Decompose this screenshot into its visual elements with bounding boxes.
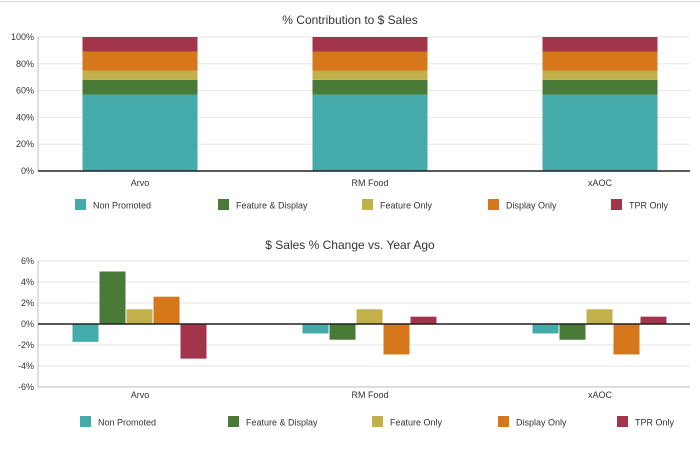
- legend-label: Display Only: [516, 418, 567, 428]
- legend-label: Non Promoted: [93, 201, 151, 211]
- bar: [329, 324, 356, 340]
- y-tick-label: 20%: [16, 139, 34, 149]
- y-tick-label: 60%: [16, 86, 34, 96]
- bar-segment: [542, 70, 658, 80]
- y-tick-label: 80%: [16, 59, 34, 69]
- y-tick-label: 0%: [21, 319, 34, 329]
- y-tick-label: 100%: [11, 32, 34, 42]
- bar-segment: [82, 51, 198, 71]
- bar: [640, 316, 667, 324]
- legend-swatch: [228, 416, 239, 427]
- bar-segment: [312, 51, 428, 71]
- bar: [153, 296, 180, 324]
- bar: [613, 324, 640, 355]
- y-tick-label: -6%: [18, 382, 34, 392]
- bar-segment: [542, 94, 658, 171]
- x-category-label: Arvo: [131, 390, 150, 400]
- legend-label: Display Only: [506, 201, 557, 211]
- legend-label: Feature Only: [380, 201, 433, 211]
- x-category-label: xAOC: [588, 178, 613, 188]
- legend-swatch: [75, 199, 86, 210]
- bar: [72, 324, 99, 342]
- top-divider: [0, 1, 700, 2]
- chart-1-title: % Contribution to $ Sales: [282, 13, 417, 27]
- legend-swatch: [617, 416, 628, 427]
- legend-label: TPR Only: [629, 201, 669, 211]
- bar-segment: [82, 79, 198, 95]
- bar: [532, 324, 559, 334]
- y-tick-label: 4%: [21, 277, 34, 287]
- bar: [410, 316, 437, 324]
- x-category-label: RM Food: [351, 178, 388, 188]
- legend-swatch: [362, 199, 373, 210]
- bar: [356, 309, 383, 324]
- bar-segment: [82, 37, 198, 52]
- bar: [126, 309, 153, 324]
- y-tick-label: 0%: [21, 166, 34, 176]
- legend-swatch: [80, 416, 91, 427]
- bar: [302, 324, 329, 334]
- legend-label: TPR Only: [635, 418, 675, 428]
- bar-segment: [82, 94, 198, 171]
- bar: [180, 324, 207, 359]
- legend-swatch: [372, 416, 383, 427]
- legend-label: Feature & Display: [246, 418, 318, 428]
- legend-label: Feature & Display: [236, 201, 308, 211]
- bar-segment: [542, 37, 658, 52]
- chart-2-title: $ Sales % Change vs. Year Ago: [265, 238, 435, 252]
- bar: [586, 309, 613, 324]
- y-tick-label: -4%: [18, 361, 34, 371]
- bar-segment: [542, 51, 658, 71]
- legend-label: Feature Only: [390, 418, 443, 428]
- y-tick-label: 40%: [16, 112, 34, 122]
- bar-segment: [312, 70, 428, 80]
- bar: [383, 324, 410, 355]
- bar-segment: [312, 79, 428, 95]
- legend-label: Non Promoted: [98, 418, 156, 428]
- legend-swatch: [498, 416, 509, 427]
- x-category-label: xAOC: [588, 390, 613, 400]
- bar: [559, 324, 586, 340]
- bar-segment: [312, 37, 428, 52]
- y-tick-label: 2%: [21, 298, 34, 308]
- legend-swatch: [488, 199, 499, 210]
- legend-swatch: [611, 199, 622, 210]
- legend-swatch: [218, 199, 229, 210]
- bar-segment: [542, 79, 658, 95]
- y-tick-label: 6%: [21, 256, 34, 266]
- bar-segment: [312, 94, 428, 171]
- x-category-label: Arvo: [131, 178, 150, 188]
- bar-segment: [82, 70, 198, 80]
- y-tick-label: -2%: [18, 340, 34, 350]
- x-category-label: RM Food: [351, 390, 388, 400]
- bar: [99, 271, 126, 324]
